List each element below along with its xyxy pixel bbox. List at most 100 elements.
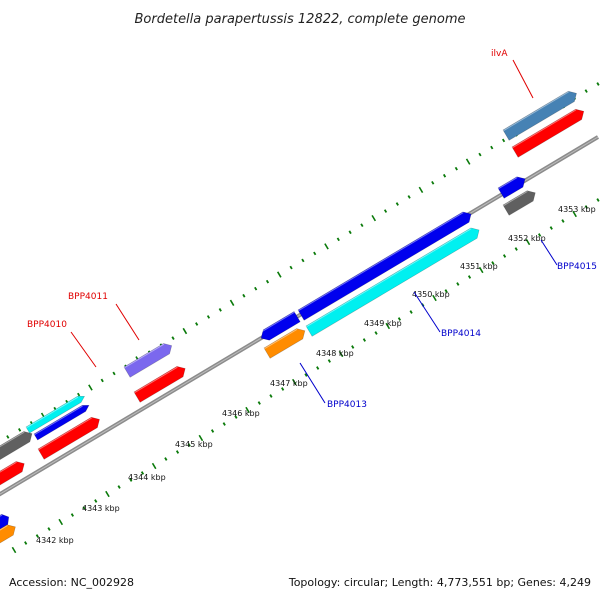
gene-label-bpp4015: BPP4015	[557, 262, 597, 272]
gene-arrow-gray	[502, 190, 536, 216]
inner-tick	[538, 233, 542, 237]
inner-tick	[385, 322, 391, 330]
outer-tick	[371, 214, 377, 222]
gene-arrow-orange-highlight	[0, 525, 8, 531]
gene-arrow-red	[133, 366, 186, 403]
inner-tick	[456, 282, 460, 286]
inner-tick	[351, 345, 355, 349]
gene-arrow-steelblue-highlight	[503, 91, 569, 132]
gene-arrow-slate-highlight	[124, 343, 165, 369]
outer-tick	[6, 435, 10, 439]
gene-arrow-gray-highlight	[0, 431, 25, 448]
gene-arrow-red	[37, 416, 100, 460]
inner-tick	[281, 387, 285, 391]
scale-label: 4347 kbp	[270, 379, 308, 388]
gene-label-bpp4010: BPP4010	[27, 320, 67, 330]
gene-arrow-blue-highlight	[298, 212, 464, 312]
inner-tick	[478, 266, 484, 274]
label-leader-line	[115, 303, 140, 341]
gene-arrow-orange	[263, 328, 306, 359]
scale-labels: 4342 kbp 4343 kbp 4344 kbp 4345 kbp 4346 kbp…	[36, 205, 596, 545]
inner-tick	[561, 219, 565, 223]
inner-tick	[525, 238, 531, 246]
outer-tick	[88, 384, 93, 391]
outer-tick	[478, 152, 482, 157]
inner-tick	[409, 310, 413, 314]
outer-tick	[289, 265, 293, 270]
label-leader-line	[299, 362, 326, 404]
outer-tick	[265, 279, 270, 284]
outer-tick	[313, 251, 317, 256]
outer-tick	[276, 271, 282, 278]
inner-tick	[210, 429, 215, 433]
gene-arrow-cyan-highlight	[306, 228, 472, 328]
inner-tick	[304, 373, 308, 377]
outer-tick	[254, 286, 258, 291]
inner-tick	[596, 198, 600, 202]
inner-tick	[234, 415, 238, 419]
scale-label: 4343 kbp	[82, 504, 120, 513]
gene-arrow-blue-highlight	[0, 514, 3, 517]
inner-tick	[362, 338, 366, 342]
inner-tick	[269, 394, 273, 398]
inner-tick	[316, 366, 320, 370]
label-leader-line	[540, 239, 558, 266]
inner-tick	[140, 471, 145, 475]
outer-tick	[490, 145, 494, 150]
inner-tick	[117, 485, 121, 489]
inner-tick	[514, 247, 518, 251]
gene-features	[0, 90, 585, 544]
inner-tick	[82, 506, 86, 510]
inner-tick	[549, 226, 553, 230]
outer-tick	[454, 166, 458, 171]
outer-tick	[18, 428, 22, 432]
outer-tick	[218, 308, 222, 312]
outer-tick	[336, 237, 340, 242]
gene-arrow-red	[0, 461, 25, 486]
inner-tick	[24, 541, 28, 545]
gene-arrow-blue	[297, 211, 472, 321]
outer-tick	[112, 371, 116, 376]
outer-tick	[229, 299, 235, 306]
gene-arrow-cyan	[25, 395, 86, 434]
outer-tick	[324, 243, 329, 250]
gene-arrow-red-highlight	[0, 461, 17, 473]
gene-arrow-red-highlight	[38, 417, 92, 451]
gene-arrow-cyan-highlight	[26, 396, 79, 429]
gene-arrow-blue	[260, 311, 301, 341]
inner-tick	[491, 261, 495, 265]
outer-tick	[383, 209, 388, 213]
inner-tick	[198, 434, 204, 442]
outer-tick	[242, 293, 246, 298]
inner-tick	[175, 450, 180, 454]
label-leader-line	[413, 291, 441, 333]
gene-label-bpp4011: BPP4011	[68, 292, 108, 302]
gene-arrow-slate	[123, 343, 173, 378]
inner-tick	[374, 331, 378, 335]
inner-tick	[187, 443, 191, 447]
inner-tick	[327, 359, 331, 363]
inner-tick	[257, 401, 261, 405]
outer-tick	[360, 223, 364, 228]
gene-arrow-red-highlight	[134, 366, 178, 394]
outer-tick	[348, 230, 352, 235]
inner-tick	[291, 378, 297, 386]
outer-tick	[301, 258, 305, 263]
inner-tick	[245, 406, 250, 414]
scale-label: 4350 kbp	[412, 290, 450, 299]
scale-label: 4344 kbp	[128, 473, 166, 482]
scale-label: 4342 kbp	[36, 536, 74, 545]
gene-label-ilva: ilvA	[491, 49, 508, 59]
gene-arrow-cyan	[305, 227, 480, 337]
outer-tick	[100, 378, 104, 383]
outer-tick	[596, 82, 600, 86]
outer-tick	[418, 186, 424, 194]
inner-tick	[222, 422, 226, 426]
label-leader-line	[70, 331, 97, 368]
scale-label: 4346 kbp	[222, 409, 260, 418]
outer-tick	[77, 392, 81, 397]
inner-tick	[164, 457, 168, 461]
outer-tick	[195, 322, 199, 326]
gene-label-bpp4014: BPP4014	[441, 329, 481, 339]
